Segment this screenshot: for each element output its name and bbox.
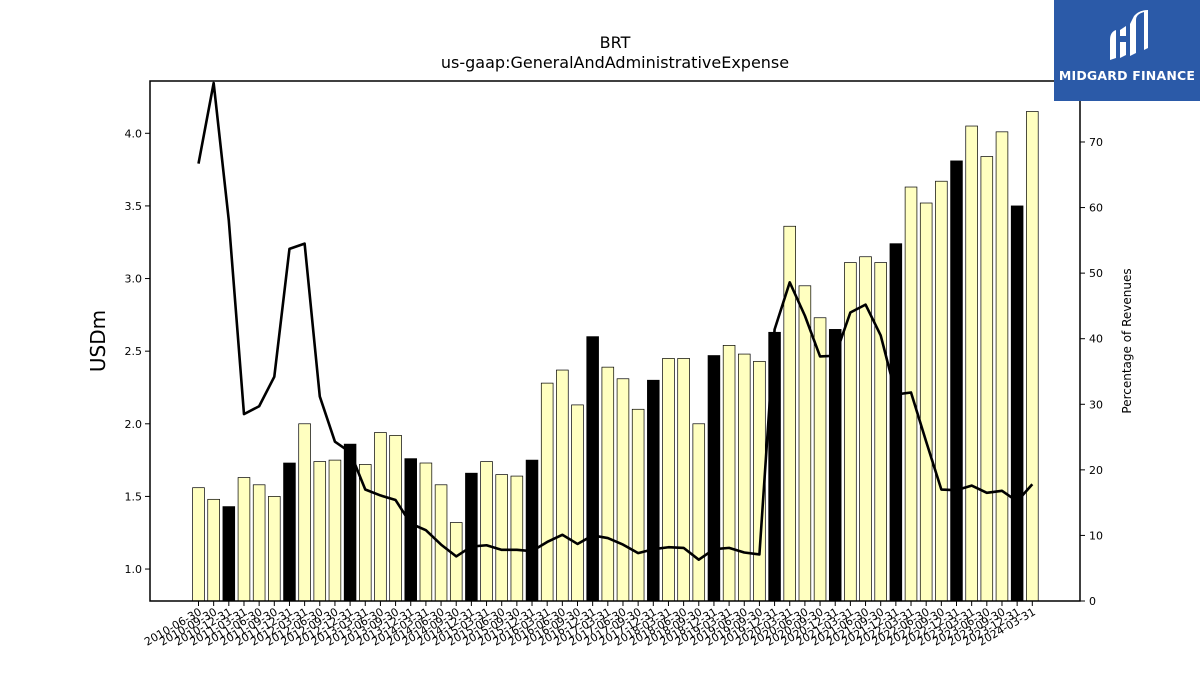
bar bbox=[556, 369, 569, 602]
bar bbox=[192, 487, 205, 602]
bar bbox=[389, 435, 402, 602]
bar bbox=[707, 355, 721, 602]
bar bbox=[525, 459, 539, 602]
plot-frame bbox=[149, 80, 1081, 602]
y-right-tick-label: 50 bbox=[1089, 267, 1103, 280]
bar bbox=[374, 432, 387, 602]
bar bbox=[465, 472, 478, 602]
bar bbox=[495, 474, 508, 602]
y-tick-label: 2.0 bbox=[125, 418, 143, 431]
bar-series bbox=[192, 111, 1039, 602]
y-tick-label: 4.0 bbox=[125, 127, 143, 140]
y-right-tick-label: 40 bbox=[1089, 333, 1103, 346]
chart-subtitle: us-gaap:GeneralAndAdministrativeExpense bbox=[441, 53, 789, 72]
bar bbox=[510, 475, 524, 602]
y-tick-label: 2.5 bbox=[125, 345, 143, 358]
left-axis-label: USDm bbox=[86, 310, 110, 372]
bar bbox=[692, 423, 706, 602]
bar bbox=[874, 262, 887, 602]
bar bbox=[1026, 111, 1039, 602]
bar bbox=[935, 180, 948, 602]
bar bbox=[480, 461, 493, 602]
bar bbox=[207, 498, 220, 602]
bar bbox=[586, 336, 599, 602]
midgard-logo-icon bbox=[1110, 10, 1148, 60]
bar bbox=[950, 160, 963, 602]
bar bbox=[889, 243, 903, 602]
bar bbox=[252, 484, 266, 602]
y-tick-label: 3.0 bbox=[125, 273, 143, 286]
bar bbox=[328, 459, 342, 602]
bar bbox=[677, 358, 690, 602]
y-tick-label: 1.5 bbox=[125, 490, 143, 503]
bar bbox=[647, 379, 660, 602]
revenue-percentage-line bbox=[197, 81, 1034, 561]
logo-text: MIDGARD FINANCE bbox=[1058, 68, 1196, 83]
bar bbox=[540, 382, 554, 602]
y-tick-label: 3.5 bbox=[125, 200, 143, 213]
bar bbox=[965, 125, 978, 602]
x-axis: 2010-06-302010-09-302010-12-312011-03-31… bbox=[142, 601, 1038, 649]
y-right-tick-label: 0 bbox=[1089, 595, 1096, 608]
bar bbox=[449, 522, 463, 602]
bar bbox=[237, 477, 251, 602]
bar bbox=[343, 443, 357, 602]
bar bbox=[359, 464, 372, 602]
bar bbox=[813, 317, 827, 602]
bar bbox=[828, 329, 842, 602]
bar bbox=[798, 285, 812, 602]
bar bbox=[283, 462, 296, 602]
chart-title: BRT bbox=[600, 33, 631, 52]
bar bbox=[404, 458, 417, 602]
y-right-tick-label: 30 bbox=[1089, 398, 1103, 411]
bar bbox=[662, 358, 675, 602]
bar bbox=[859, 256, 872, 602]
right-axis-label: Percentage of Revenues bbox=[1120, 268, 1134, 413]
y-right-tick-label: 10 bbox=[1089, 529, 1103, 542]
bar bbox=[1010, 205, 1024, 602]
bar bbox=[268, 496, 281, 602]
left-y-axis: 1.0 1.5 2.0 2.5 3.0 3.5 4.0 bbox=[125, 127, 150, 576]
y-right-tick-label: 70 bbox=[1089, 136, 1103, 149]
bar bbox=[616, 378, 630, 602]
bar bbox=[995, 131, 1009, 602]
y-right-tick-label: 20 bbox=[1089, 464, 1103, 477]
bar bbox=[631, 408, 645, 602]
bar bbox=[722, 345, 736, 602]
bar bbox=[571, 404, 584, 602]
bar bbox=[298, 423, 311, 602]
bar bbox=[313, 461, 327, 602]
brand-logo: MIDGARD FINANCE bbox=[1054, 0, 1200, 101]
bar bbox=[601, 366, 615, 602]
bar bbox=[419, 462, 433, 602]
bar bbox=[919, 202, 933, 602]
line-series bbox=[197, 81, 1034, 561]
bar bbox=[222, 506, 236, 602]
right-y-axis: 0 10 20 30 40 50 60 70 bbox=[1080, 136, 1103, 608]
bar bbox=[980, 156, 994, 602]
y-tick-label: 1.0 bbox=[125, 563, 143, 576]
y-right-tick-label: 60 bbox=[1089, 202, 1103, 215]
bar bbox=[738, 353, 751, 602]
